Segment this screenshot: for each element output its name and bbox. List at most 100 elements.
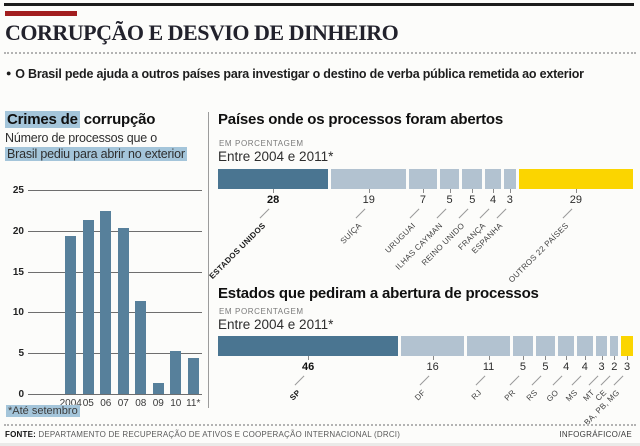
segment-rj — [466, 336, 511, 356]
stacked-bar — [218, 336, 633, 356]
segment-tick — [368, 189, 370, 193]
stacked-bar — [218, 169, 633, 189]
gridline-5 — [28, 353, 202, 355]
countries-unit-label: EM PORCENTAGEM — [219, 139, 304, 148]
segment-value: 4 — [581, 361, 588, 373]
segment-go — [558, 336, 574, 356]
page-title: CORRUPÇÃO E DESVIO DE DINHEIRO — [5, 20, 399, 45]
segment-value: 3 — [598, 361, 605, 373]
connector-line — [419, 375, 430, 386]
segment-tick — [432, 356, 434, 360]
segment-value: 4 — [563, 361, 570, 373]
states-unit-label: EM PORCENTAGEM — [219, 307, 304, 316]
segment-tick — [488, 356, 490, 360]
chart-footnote: *Até setembro — [6, 405, 80, 417]
connector-line — [562, 208, 573, 219]
gridline-25 — [28, 190, 202, 191]
segment-value: 3 — [624, 361, 631, 373]
x-tick-label-05: 05 — [82, 398, 94, 409]
y-tick-label-0: 0 — [18, 389, 24, 400]
connector-line — [588, 375, 598, 386]
segment-df — [401, 336, 464, 356]
segment-ilhas-cayman — [439, 169, 460, 189]
source-line: FONTE: DEPARTAMENTO DE RECUPERAÇÃO DE AT… — [5, 430, 400, 439]
connector-line — [259, 208, 270, 219]
states-stacked-bar-chart: 46 SP 16 DF 11 RJ 5 PR 5 RS 4 GO 4 MS 3 MT 2 CE 3 BA, PB, M… — [218, 336, 633, 446]
left-chart-desc-line2: Brasil pediu para abrir no exterior — [5, 147, 187, 161]
segment-sp — [218, 336, 399, 356]
segment-espanha — [503, 169, 516, 189]
segment-su-a — [331, 169, 407, 189]
x-tick-label-2004: 2004 — [59, 398, 82, 409]
segment-tick — [522, 356, 524, 360]
top-rule — [4, 3, 634, 6]
segment-value: 2 — [611, 361, 618, 373]
left-chart-title: Crimes de corrupção — [5, 111, 155, 128]
segment-tick — [601, 356, 603, 360]
connector-line — [613, 375, 624, 386]
segment-tick — [273, 189, 275, 193]
connector-line — [532, 375, 542, 386]
segment-tick — [566, 356, 568, 360]
segment-tick — [308, 356, 310, 360]
segment-ba-pb-mg — [621, 336, 633, 356]
states-chart-title: Estados que pediram a abertura de proces… — [218, 285, 539, 302]
segment-tick — [472, 189, 474, 193]
y-tick-label-20: 20 — [12, 225, 24, 237]
segment-outros-22-pa-ses — [518, 169, 633, 189]
segment-ce — [610, 336, 619, 356]
title-divider — [4, 52, 636, 54]
bullet-icon: ● — [6, 68, 12, 78]
countries-stacked-bar-chart: 28 ESTADOS UNIDOS 19 SUÍÇA 7 URUGUAI 5 ILHAS CA… — [208, 169, 633, 291]
bar-08 — [135, 300, 147, 394]
segment-value: 4 — [489, 194, 497, 206]
countries-chart-title: Países onde os processos foram abertos — [218, 111, 504, 128]
segment-estados-unidos — [218, 169, 329, 189]
x-tick-label-11*: 11* — [186, 398, 201, 409]
segment-rs — [535, 336, 556, 356]
segment-reino-unido — [462, 169, 483, 189]
y-tick-label-25: 25 — [12, 185, 24, 196]
segment-value: 3 — [506, 194, 513, 206]
connector-line — [475, 375, 485, 386]
segment-value: 5 — [469, 194, 476, 206]
segment-pr — [513, 336, 533, 356]
left-chart-title-highlight: Crimes de — [5, 111, 80, 128]
year-bar-chart: 0 5 10 15 20 25 2004 05 06 07 08 09 10 11* — [6, 185, 203, 430]
connector-line — [436, 208, 447, 219]
segment-value: 19 — [362, 194, 375, 206]
segment-tick — [449, 189, 451, 193]
segment-tick — [575, 189, 577, 193]
segment-value: 7 — [419, 194, 427, 206]
segment-value: 11 — [482, 361, 495, 373]
subtitle-text: O Brasil pede ajuda a outros países para… — [15, 67, 584, 81]
credit-text: INFOGRÁFICO/AE — [559, 430, 632, 439]
connector-line — [458, 208, 469, 219]
segment-ms — [576, 336, 593, 356]
connector-line — [479, 208, 490, 219]
bar-2004 — [65, 235, 77, 394]
segment-tick — [545, 356, 547, 360]
panel-divider — [208, 112, 209, 408]
x-tick-label-08: 08 — [135, 398, 147, 409]
segment-tick — [493, 189, 495, 193]
gridline-15 — [28, 271, 202, 273]
segment-tick — [584, 356, 586, 360]
left-chart-description: Número de processos que o Brasil pediu p… — [5, 130, 187, 162]
segment-tick — [627, 356, 629, 360]
bar-05 — [82, 220, 94, 394]
y-tick-label-15: 15 — [12, 266, 24, 278]
bar-06 — [100, 211, 112, 394]
segment-tick — [422, 189, 424, 193]
connector-line — [600, 375, 611, 386]
x-tick-label-10: 10 — [170, 398, 182, 409]
red-accent-bar — [5, 11, 77, 16]
connector-line — [496, 208, 507, 219]
footer-divider — [4, 424, 636, 426]
connector-line — [552, 375, 563, 386]
segment-tick — [509, 189, 511, 193]
bar-09 — [152, 382, 164, 394]
y-tick-label-10: 10 — [12, 307, 24, 319]
source-text: DEPARTAMENTO DE RECUPERAÇÃO DE ATIVOS E … — [38, 430, 401, 439]
